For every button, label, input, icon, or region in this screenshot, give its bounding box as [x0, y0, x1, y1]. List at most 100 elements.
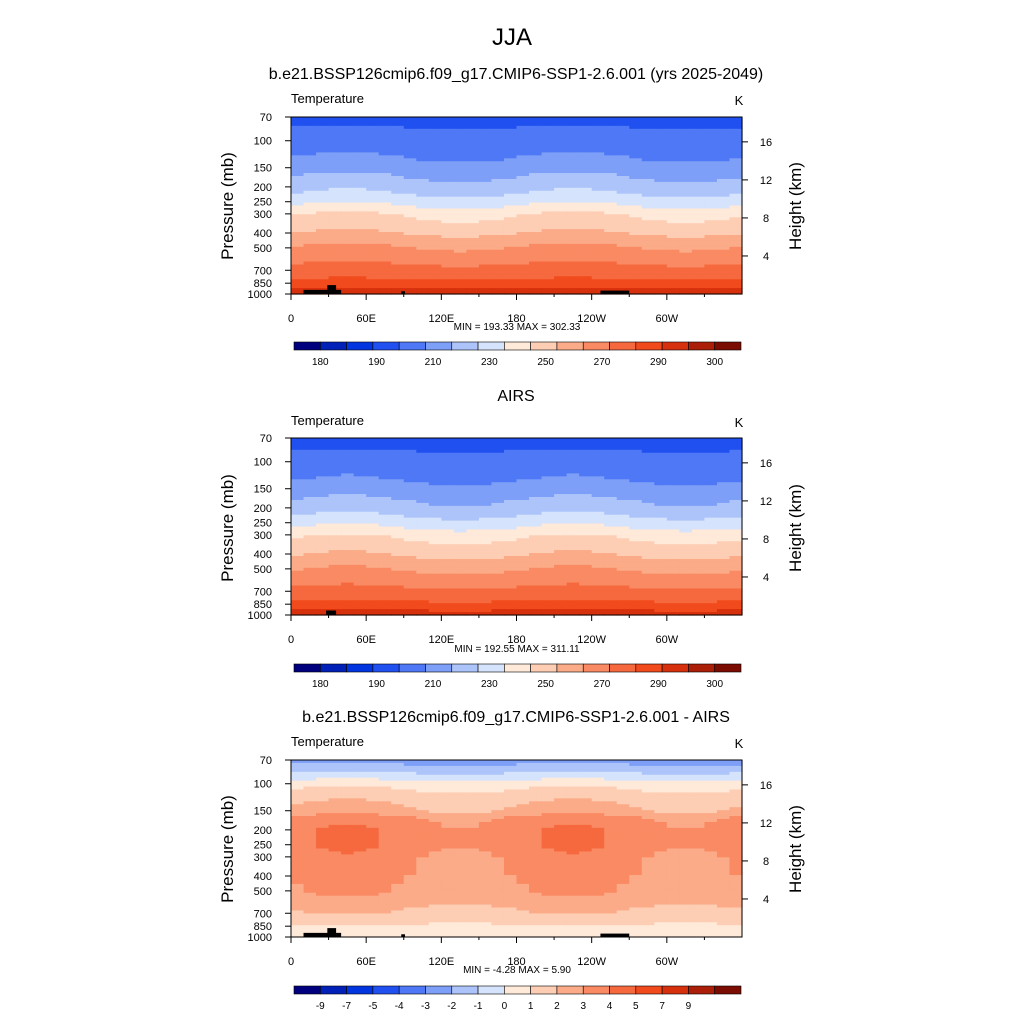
contour-cell [654, 164, 668, 168]
contour-cell [604, 240, 618, 245]
contour-cell [491, 196, 505, 201]
contour-cell [579, 205, 593, 210]
contour-cell [341, 482, 355, 486]
contour-cell [704, 155, 718, 159]
contour-cell [366, 190, 380, 195]
contour-cell [503, 252, 518, 257]
contour-cell [716, 131, 731, 136]
contour-cell [441, 556, 455, 560]
contour-cell [366, 771, 380, 776]
contour-cell [416, 446, 430, 451]
contour-cell [428, 576, 442, 581]
contour-cell [491, 535, 505, 539]
contour-cell [466, 205, 480, 210]
contour-cell [729, 482, 743, 486]
contour-cell [716, 190, 731, 195]
contour-cell [403, 491, 417, 495]
contour-cell [616, 762, 630, 767]
contour-cell [716, 208, 731, 212]
contour-cell [666, 117, 680, 121]
contour-cell [554, 532, 568, 536]
contour-cell [341, 178, 355, 183]
panel-difference: b.e21.BSSP126cmip6.f09_g17.CMIP6-SSP1-2.… [218, 709, 805, 1012]
contour-cell [629, 181, 643, 186]
contour-cell [466, 485, 480, 489]
contour-cell [453, 164, 467, 168]
contour-cell [541, 558, 555, 563]
contour-cell [716, 249, 731, 254]
contour-cell [416, 795, 430, 799]
contour-cell [341, 264, 355, 269]
contour-cell [541, 464, 555, 469]
contour-cell [566, 544, 580, 548]
contour-cell [716, 612, 731, 616]
contour-cell [503, 600, 518, 604]
contour-cell [529, 226, 543, 230]
contour-cell [629, 449, 643, 454]
contour-cell [366, 594, 380, 598]
contour-cell [303, 158, 317, 162]
contour-cell [641, 452, 655, 457]
contour-cell [316, 783, 330, 788]
contour-cell [466, 473, 480, 477]
contour-cell [303, 760, 317, 764]
contour-cell [316, 603, 330, 607]
contour-cell [679, 603, 693, 607]
contour-cell [529, 193, 543, 198]
contour-cell [453, 511, 467, 516]
contour-cell [466, 526, 480, 531]
contour-cell [316, 131, 330, 136]
contour-cell [403, 774, 417, 779]
contour-cell [541, 514, 555, 519]
contour-cell [353, 499, 367, 504]
contour-cell [291, 464, 305, 469]
panel-left-label: Temperature [291, 91, 364, 106]
contour-cell [366, 786, 380, 791]
contour-cell [328, 217, 342, 221]
contour-cell [641, 544, 655, 548]
contour-cell [529, 438, 543, 442]
contour-cell [541, 795, 555, 799]
contour-cell [428, 252, 442, 257]
y-tick-label: 300 [254, 530, 272, 542]
contour-cell [503, 523, 518, 528]
contour-cell [616, 491, 630, 495]
contour-cell [654, 178, 668, 183]
contour-cell [529, 178, 543, 183]
contour-cell [554, 285, 568, 289]
contour-cell [428, 494, 442, 498]
contour-cell [378, 795, 392, 799]
contour-cell [478, 255, 493, 260]
contour-cell [466, 517, 480, 522]
contour-cell [341, 240, 355, 245]
contour-cell [566, 538, 580, 542]
contour-cell [491, 594, 505, 598]
contour-cell [666, 137, 680, 142]
contour-cell [416, 232, 430, 236]
contour-cell [341, 146, 355, 151]
contour-cell [704, 556, 718, 560]
contour-cell [291, 523, 305, 528]
contour-cell [353, 131, 367, 136]
contour-cell [529, 149, 543, 153]
contour-cell [529, 532, 543, 536]
contour-cell [353, 514, 367, 519]
contour-cell [591, 178, 605, 183]
contour-cell [366, 505, 380, 510]
contour-cell [453, 786, 467, 791]
contour-cell [679, 520, 693, 525]
contour-cell [441, 547, 455, 551]
contour-cell [391, 164, 405, 168]
contour-cell [303, 502, 317, 507]
contour-cell [529, 449, 543, 454]
contour-cell [591, 529, 605, 533]
contour-cell [316, 798, 330, 802]
contour-cell [353, 167, 367, 171]
contour-cell [654, 208, 668, 212]
contour-cell [679, 193, 693, 198]
contour-cell [303, 597, 317, 601]
contour-cell [466, 178, 480, 183]
contour-cell [729, 122, 743, 127]
contour-cell [328, 597, 342, 601]
contour-cell [316, 178, 330, 183]
